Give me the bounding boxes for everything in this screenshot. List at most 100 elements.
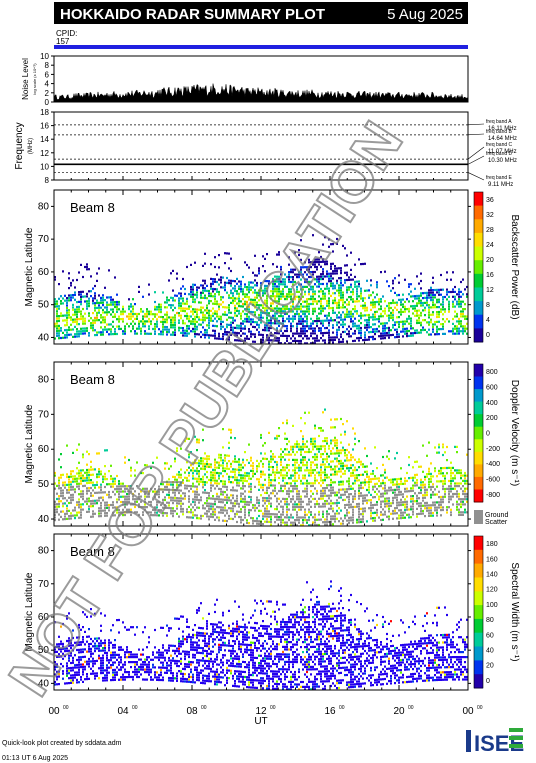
data-cell (328, 520, 330, 523)
data-cell (334, 502, 336, 505)
data-cell (364, 334, 366, 337)
data-cell (304, 445, 306, 448)
data-cell (294, 273, 296, 276)
data-cell (118, 480, 120, 483)
data-cell (258, 478, 260, 481)
data-cell (318, 251, 320, 254)
data-cell (182, 277, 184, 281)
data-cell (360, 287, 362, 290)
data-cell (174, 331, 176, 334)
data-cell (100, 507, 102, 510)
data-cell (304, 261, 306, 264)
data-cell (92, 326, 94, 329)
data-cell (92, 321, 94, 325)
data-cell (314, 265, 316, 269)
data-cell (218, 305, 220, 308)
data-cell (242, 497, 244, 501)
data-cell (174, 510, 176, 513)
data-cell (326, 326, 328, 330)
data-cell (202, 314, 204, 317)
data-cell (280, 453, 282, 456)
data-cell (388, 309, 390, 312)
data-cell (338, 491, 340, 494)
data-cell (294, 280, 296, 284)
data-cell (172, 269, 174, 272)
data-cell (420, 314, 422, 317)
data-cell (112, 315, 114, 318)
data-cell (224, 284, 226, 287)
data-cell (288, 518, 290, 522)
data-cell (140, 310, 142, 313)
data-cell (334, 287, 336, 290)
beam-label: Beam 8 (70, 200, 115, 215)
data-cell (66, 489, 68, 492)
data-cell (164, 301, 166, 304)
data-cell (366, 328, 368, 332)
data-cell (76, 330, 78, 333)
data-cell (84, 479, 86, 482)
data-cell (268, 280, 270, 283)
data-cell (330, 491, 332, 495)
data-cell (332, 331, 334, 334)
data-cell (192, 506, 194, 509)
data-cell (432, 303, 434, 306)
data-cell (262, 496, 264, 500)
data-cell (206, 465, 208, 468)
data-cell (138, 290, 140, 293)
data-cell (320, 505, 322, 508)
data-cell (310, 484, 312, 488)
data-cell (314, 427, 316, 430)
data-cell (318, 513, 320, 516)
data-cell (430, 296, 432, 299)
data-cell (220, 325, 222, 328)
data-cell (90, 275, 92, 278)
data-cell (194, 283, 196, 286)
data-cell (188, 317, 190, 320)
data-cell (182, 309, 184, 312)
data-cell (338, 507, 340, 510)
data-cell (422, 319, 424, 322)
data-cell (378, 325, 380, 328)
data-cell (422, 309, 424, 312)
data-cell (120, 500, 122, 504)
data-cell (154, 488, 156, 491)
data-cell (454, 310, 456, 313)
data-cell (234, 455, 236, 458)
data-cell (134, 500, 136, 503)
data-cell (242, 492, 244, 495)
data-cell (322, 489, 324, 492)
data-cell (276, 461, 278, 464)
data-cell (336, 509, 338, 512)
data-cell (310, 298, 312, 301)
data-cell (454, 285, 456, 289)
data-cell (388, 505, 390, 508)
data-cell (86, 487, 88, 490)
data-cell (276, 275, 278, 278)
data-cell (120, 511, 122, 514)
data-cell (320, 310, 322, 313)
data-cell (208, 336, 210, 339)
data-cell (182, 302, 184, 305)
data-cell (72, 335, 74, 338)
data-cell (214, 469, 216, 472)
data-cell (76, 485, 78, 488)
data-cell (150, 466, 152, 470)
data-cell (254, 296, 256, 299)
data-cell (328, 289, 330, 293)
data-cell (68, 491, 70, 494)
data-cell (282, 310, 284, 313)
data-cell (58, 458, 60, 461)
data-cell (60, 295, 62, 298)
data-cell (202, 284, 204, 287)
data-cell (192, 286, 194, 289)
panel-bg (54, 362, 468, 526)
data-cell (166, 512, 168, 515)
data-cell (424, 296, 426, 299)
data-cell (282, 315, 284, 318)
data-cell (216, 492, 218, 495)
data-cell (436, 288, 438, 291)
data-cell (180, 502, 182, 505)
data-cell (246, 300, 248, 303)
data-cell (268, 481, 270, 484)
data-cell (238, 460, 240, 464)
